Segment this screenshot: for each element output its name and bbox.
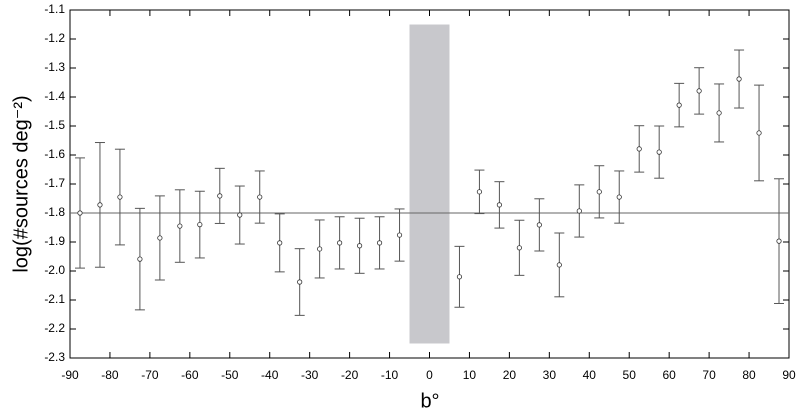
- data-point: [476, 189, 483, 195]
- data-point: [556, 262, 562, 268]
- data-point: [536, 222, 542, 228]
- y-axis-title: log(#sources deg⁻²): [10, 95, 32, 272]
- x-tick-label: -30: [301, 368, 319, 382]
- y-tick-label: -1.9: [44, 234, 65, 248]
- data-point: [696, 88, 702, 94]
- data-point: [496, 202, 503, 208]
- x-tick-label: -40: [261, 368, 279, 382]
- data-point: [716, 110, 722, 116]
- data-point: [596, 189, 602, 195]
- data-point: [277, 240, 283, 246]
- data-point: [137, 256, 143, 262]
- data-point: [516, 245, 522, 251]
- data-point: [77, 210, 83, 216]
- x-tick-label: 80: [742, 368, 756, 382]
- data-point: [736, 76, 742, 82]
- data-point: [97, 202, 103, 208]
- x-tick-label: 10: [463, 368, 477, 382]
- x-tick-label: -90: [61, 368, 79, 382]
- data-point: [756, 130, 762, 136]
- x-axis-title: b°: [420, 390, 439, 412]
- data-point: [636, 146, 642, 152]
- x-tick-label: -60: [181, 368, 199, 382]
- x-tick-label: -20: [341, 368, 359, 382]
- y-tick-label: -1.5: [44, 118, 65, 132]
- data-point: [117, 194, 123, 200]
- x-tick-label: 60: [662, 368, 676, 382]
- data-point: [396, 232, 403, 238]
- data-point: [157, 235, 163, 241]
- x-tick-label: 70: [702, 368, 716, 382]
- x-tick-label: 50: [623, 368, 637, 382]
- x-tick-label: 0: [426, 368, 433, 382]
- x-tick-label: -50: [221, 368, 239, 382]
- y-tick-label: -2.0: [44, 263, 65, 277]
- x-tick-label: 20: [503, 368, 517, 382]
- data-point: [356, 243, 363, 249]
- y-tick-label: -2.2: [44, 321, 65, 335]
- y-tick-label: -1.6: [44, 147, 65, 161]
- y-tick-label: -1.4: [44, 89, 65, 103]
- y-tick-label: -2.3: [44, 350, 65, 364]
- data-point: [776, 238, 782, 244]
- data-point: [456, 274, 463, 280]
- x-tick-label: -80: [101, 368, 119, 382]
- data-point: [217, 193, 223, 199]
- x-tick-label: -10: [381, 368, 399, 382]
- y-tick-label: -1.2: [44, 31, 65, 45]
- data-point: [616, 194, 622, 200]
- data-point: [237, 212, 243, 218]
- data-point: [257, 194, 263, 200]
- x-tick-label: 30: [543, 368, 557, 382]
- data-point: [297, 279, 303, 285]
- y-tick-label: -1.8: [44, 205, 65, 219]
- data-point: [197, 222, 203, 228]
- data-point: [656, 149, 662, 155]
- data-point: [376, 240, 383, 246]
- x-tick-label: 40: [583, 368, 597, 382]
- excluded-region: [409, 24, 450, 344]
- y-tick-label: -1.7: [44, 176, 65, 190]
- data-point: [576, 208, 582, 214]
- y-tick-label: -1.3: [44, 60, 65, 74]
- y-tick-label: -1.1: [44, 2, 65, 16]
- data-point: [337, 240, 343, 246]
- x-tick-label: 90: [782, 368, 796, 382]
- data-point: [177, 223, 183, 229]
- y-tick-label: -2.1: [44, 292, 65, 306]
- data-point: [317, 246, 323, 252]
- x-tick-label: -70: [141, 368, 159, 382]
- data-point: [676, 102, 682, 108]
